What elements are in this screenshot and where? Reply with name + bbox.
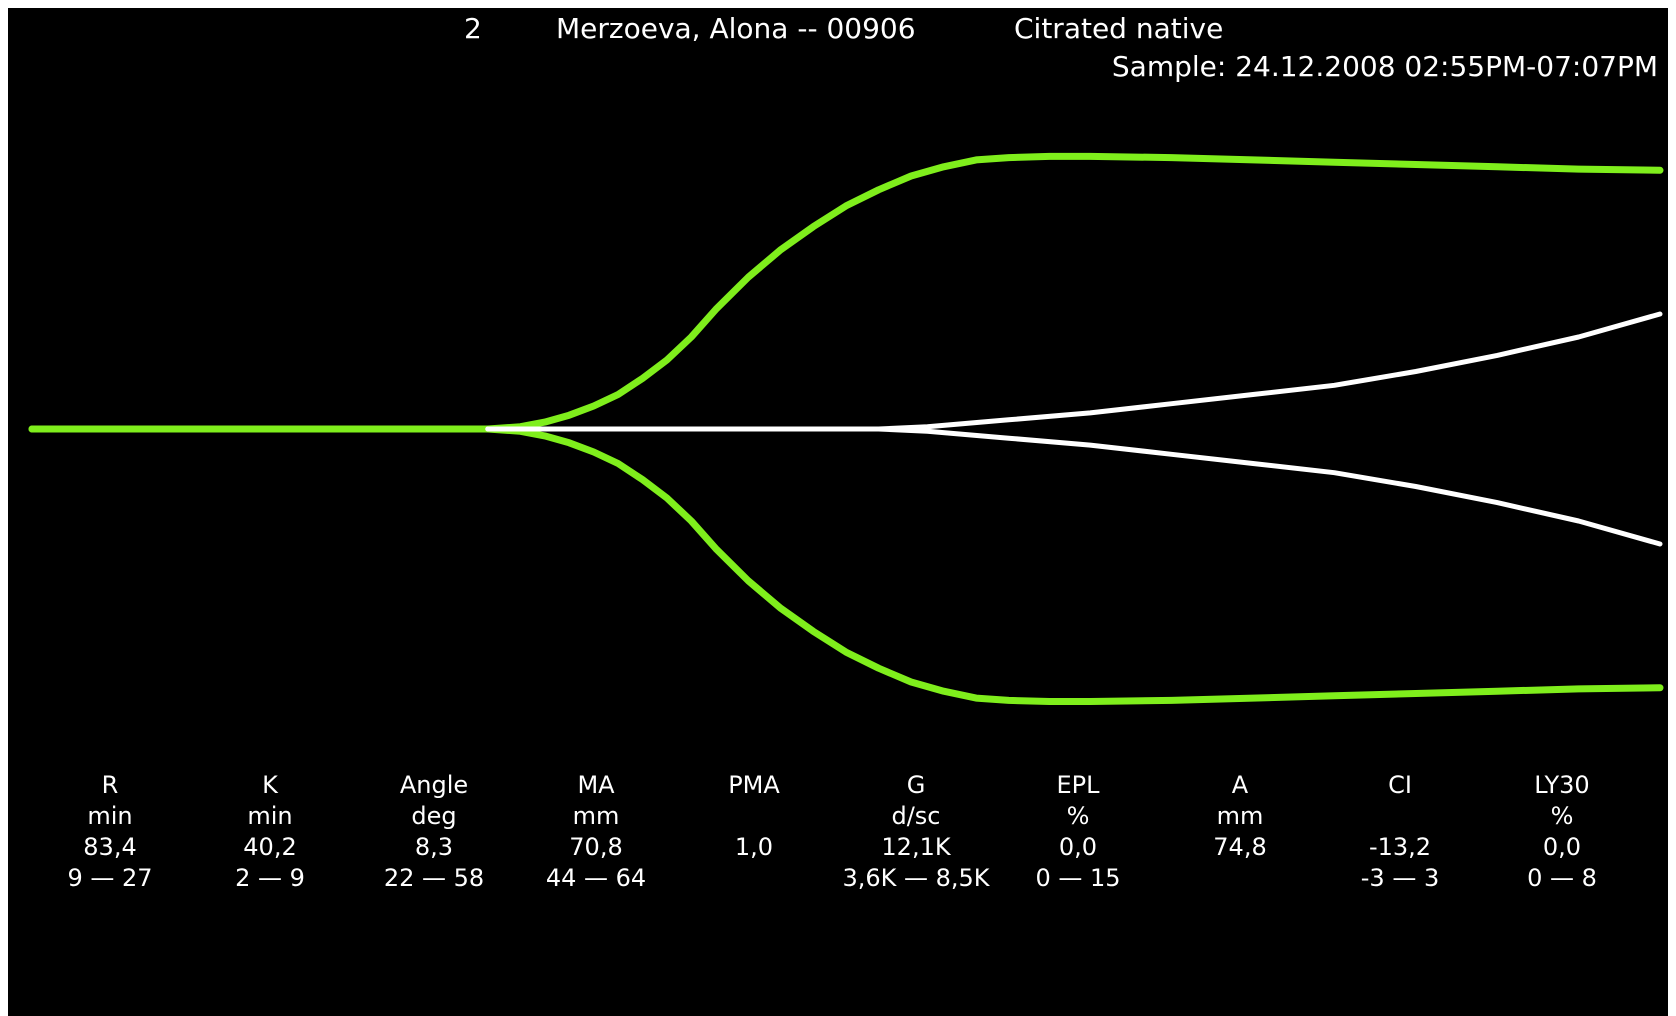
param-pma: PMA 1,0 <box>674 770 834 894</box>
param-unit: min <box>87 802 133 830</box>
param-range: 0 — 8 <box>1527 864 1597 892</box>
param-value: 40,2 <box>243 833 297 861</box>
param-unit: min <box>247 802 293 830</box>
param-ma: MA mm 70,8 44 — 64 <box>516 770 676 894</box>
param-unit: deg <box>411 802 457 830</box>
patient-trace-upper <box>28 152 1664 433</box>
teg-trace-chart <box>28 152 1664 705</box>
param-angle: Angle deg 8,3 22 — 58 <box>354 770 514 894</box>
param-range: 0 — 15 <box>1035 864 1121 892</box>
param-range: 44 — 64 <box>545 864 647 892</box>
sample-time: Sample: 24.12.2008 02:55PM-07:07PM <box>1111 50 1658 83</box>
param-unit: mm <box>1216 802 1264 830</box>
param-unit: d/sc <box>891 802 941 830</box>
reference-trace-lower <box>485 426 1663 547</box>
param-range: 2 — 9 <box>235 864 305 892</box>
sample-type: Citrated native <box>1014 12 1224 45</box>
param-name: A <box>1231 771 1249 799</box>
param-range <box>1160 863 1320 894</box>
param-epl: EPL% 0,0 0 — 15 <box>998 770 1158 894</box>
param-range: -3 — 3 <box>1360 864 1440 892</box>
teg-screen: 2 Merzoeva, Alona -- 00906 Citrated nati… <box>8 8 1668 1016</box>
param-ci: CI -13,2 -3 — 3 <box>1320 770 1480 894</box>
param-value: 74,8 <box>1213 833 1267 861</box>
param-name: R <box>101 771 119 799</box>
param-unit <box>1320 801 1480 832</box>
reference-trace-upper <box>485 311 1663 432</box>
param-name: MA <box>577 771 615 799</box>
param-unit: mm <box>572 802 620 830</box>
param-value: 70,8 <box>569 833 623 861</box>
param-name: PMA <box>728 771 780 799</box>
param-unit: % <box>1066 802 1090 830</box>
param-value: 1,0 <box>734 833 774 861</box>
param-value: 83,4 <box>83 833 137 861</box>
param-value: -13,2 <box>1368 833 1432 861</box>
param-unit <box>674 801 834 832</box>
param-range: 9 — 27 <box>67 864 153 892</box>
param-range: 22 — 58 <box>383 864 485 892</box>
param-value: 12,1K <box>881 833 951 861</box>
param-name: LY30 <box>1534 771 1590 799</box>
param-range: 3,6K — 8,5K <box>842 864 990 892</box>
param-name: EPL <box>1056 771 1100 799</box>
param-value: 0,0 <box>1058 833 1098 861</box>
patient-trace-lower <box>28 425 1664 705</box>
param-name: K <box>262 771 278 799</box>
channel-number: 2 <box>464 12 482 45</box>
param-value: 0,0 <box>1542 833 1582 861</box>
param-name: Angle <box>399 771 469 799</box>
param-range <box>674 863 834 894</box>
param-ly30: LY30% 0,0 0 — 8 <box>1482 770 1642 894</box>
param-name: G <box>906 771 926 799</box>
param-name: CI <box>1388 771 1412 799</box>
patient-name: Merzoeva, Alona -- 00906 <box>556 12 916 45</box>
param-unit: % <box>1550 802 1574 830</box>
param-value: 8,3 <box>414 833 454 861</box>
